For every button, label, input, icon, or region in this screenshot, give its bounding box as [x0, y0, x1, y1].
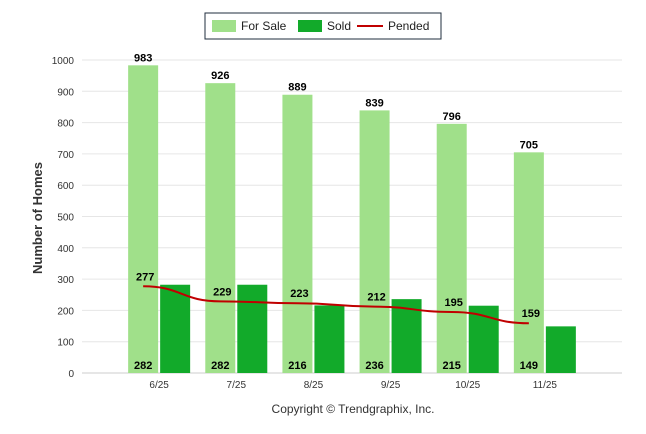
y-axis-ticks: 0 100 200 300 400 500 600 700 800 900 1000	[52, 56, 75, 380]
y-tick-label: 500	[57, 213, 74, 224]
data-label-sold: 282	[134, 360, 152, 372]
x-tick-label: 7/25	[227, 380, 247, 391]
bar-for-sale[interactable]	[128, 65, 159, 374]
data-label-sold: 215	[443, 360, 461, 372]
y-tick-label: 600	[57, 181, 74, 192]
y-axis-label: Number of Homes	[30, 162, 45, 274]
y-tick-label: 400	[57, 244, 74, 255]
data-label-for-sale: 839	[365, 97, 383, 109]
data-label-pended: 277	[136, 271, 154, 283]
bar-for-sale[interactable]	[436, 123, 467, 374]
data-label-for-sale: 705	[520, 139, 538, 151]
data-label-sold: 282	[211, 360, 229, 372]
y-tick-label: 1000	[52, 56, 75, 67]
x-tick-label: 11/25	[533, 380, 558, 391]
bar-sold[interactable]	[468, 305, 499, 373]
y-tick-label: 300	[57, 275, 74, 286]
bar-sold[interactable]	[545, 326, 576, 373]
legend-label-for-sale[interactable]: For Sale	[241, 19, 287, 33]
bar-sold[interactable]	[391, 299, 422, 373]
pended-line	[143, 285, 529, 325]
x-tick-label: 9/25	[381, 380, 401, 391]
data-label-pended: 159	[522, 308, 540, 320]
bars	[128, 65, 576, 374]
y-tick-label: 800	[57, 119, 74, 130]
bar-for-sale[interactable]	[359, 110, 390, 373]
data-label-for-sale: 796	[443, 111, 461, 123]
y-tick-label: 700	[57, 150, 74, 161]
data-label-for-sale: 889	[288, 82, 306, 94]
data-label-pended: 223	[290, 288, 308, 300]
copyright-text: Copyright © Trendgraphix, Inc.	[272, 402, 435, 416]
data-label-for-sale: 926	[211, 70, 229, 82]
y-tick-label: 900	[57, 87, 74, 98]
data-label-pended: 229	[213, 286, 231, 298]
y-tick-label: 200	[57, 306, 74, 317]
legend[interactable]: For Sale Sold Pended	[204, 12, 442, 40]
data-label-pended: 212	[367, 292, 385, 304]
data-label-for-sale: 983	[134, 52, 152, 64]
data-label-sold: 236	[365, 360, 383, 372]
data-label-pended: 195	[445, 297, 463, 309]
bar-for-sale[interactable]	[513, 152, 544, 373]
x-tick-label: 8/25	[304, 380, 324, 391]
legend-swatch-for-sale	[212, 20, 236, 32]
legend-box	[204, 12, 442, 40]
series-line-pended[interactable]	[143, 285, 529, 325]
legend-label-pended[interactable]: Pended	[388, 19, 429, 33]
legend-label-sold[interactable]: Sold	[327, 19, 351, 33]
bar-sold[interactable]	[237, 284, 268, 373]
data-labels: 983 282 926 282 889 216 839 236 796 215 705 149 277 2…	[134, 52, 540, 372]
x-axis-ticks: 6/25 7/25 8/25 9/25 10/25 11/25	[149, 380, 557, 391]
data-label-sold: 149	[520, 360, 538, 372]
bar-sold[interactable]	[160, 284, 191, 373]
legend-swatch-sold	[298, 20, 322, 32]
data-label-sold: 216	[288, 360, 306, 372]
x-tick-label: 6/25	[149, 380, 169, 391]
y-tick-label: 100	[57, 338, 74, 349]
y-tick-label: 0	[68, 369, 74, 380]
bar-for-sale[interactable]	[282, 94, 313, 374]
x-tick-label: 10/25	[455, 380, 480, 391]
bar-for-sale[interactable]	[205, 83, 236, 374]
bar-sold[interactable]	[314, 305, 345, 373]
